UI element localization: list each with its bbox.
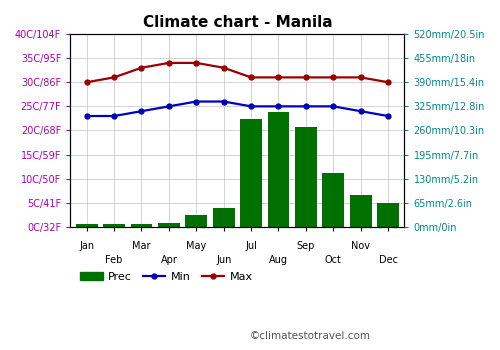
Text: Dec: Dec: [378, 255, 398, 265]
Bar: [240, 119, 262, 227]
Text: Nov: Nov: [351, 241, 370, 251]
Text: Feb: Feb: [106, 255, 123, 265]
Text: Apr: Apr: [160, 255, 178, 265]
Title: Climate chart - Manila: Climate chart - Manila: [142, 15, 332, 30]
Bar: [268, 112, 289, 227]
Text: ©climatestotravel.com: ©climatestotravel.com: [250, 331, 371, 341]
Text: May: May: [186, 241, 206, 251]
Text: Sep: Sep: [296, 241, 315, 251]
Bar: [377, 203, 399, 227]
Bar: [350, 196, 372, 227]
Bar: [295, 127, 317, 227]
Bar: [158, 223, 180, 227]
Bar: [130, 224, 152, 227]
Bar: [76, 224, 98, 227]
Bar: [186, 215, 207, 227]
Legend: Prec, Min, Max: Prec, Min, Max: [76, 267, 257, 286]
Text: Jan: Jan: [79, 241, 94, 251]
Text: Oct: Oct: [325, 255, 342, 265]
Text: Jul: Jul: [245, 241, 257, 251]
Text: Mar: Mar: [132, 241, 150, 251]
Text: Jun: Jun: [216, 255, 232, 265]
Text: Aug: Aug: [269, 255, 288, 265]
Bar: [322, 173, 344, 227]
Bar: [103, 224, 125, 227]
Bar: [212, 209, 234, 227]
